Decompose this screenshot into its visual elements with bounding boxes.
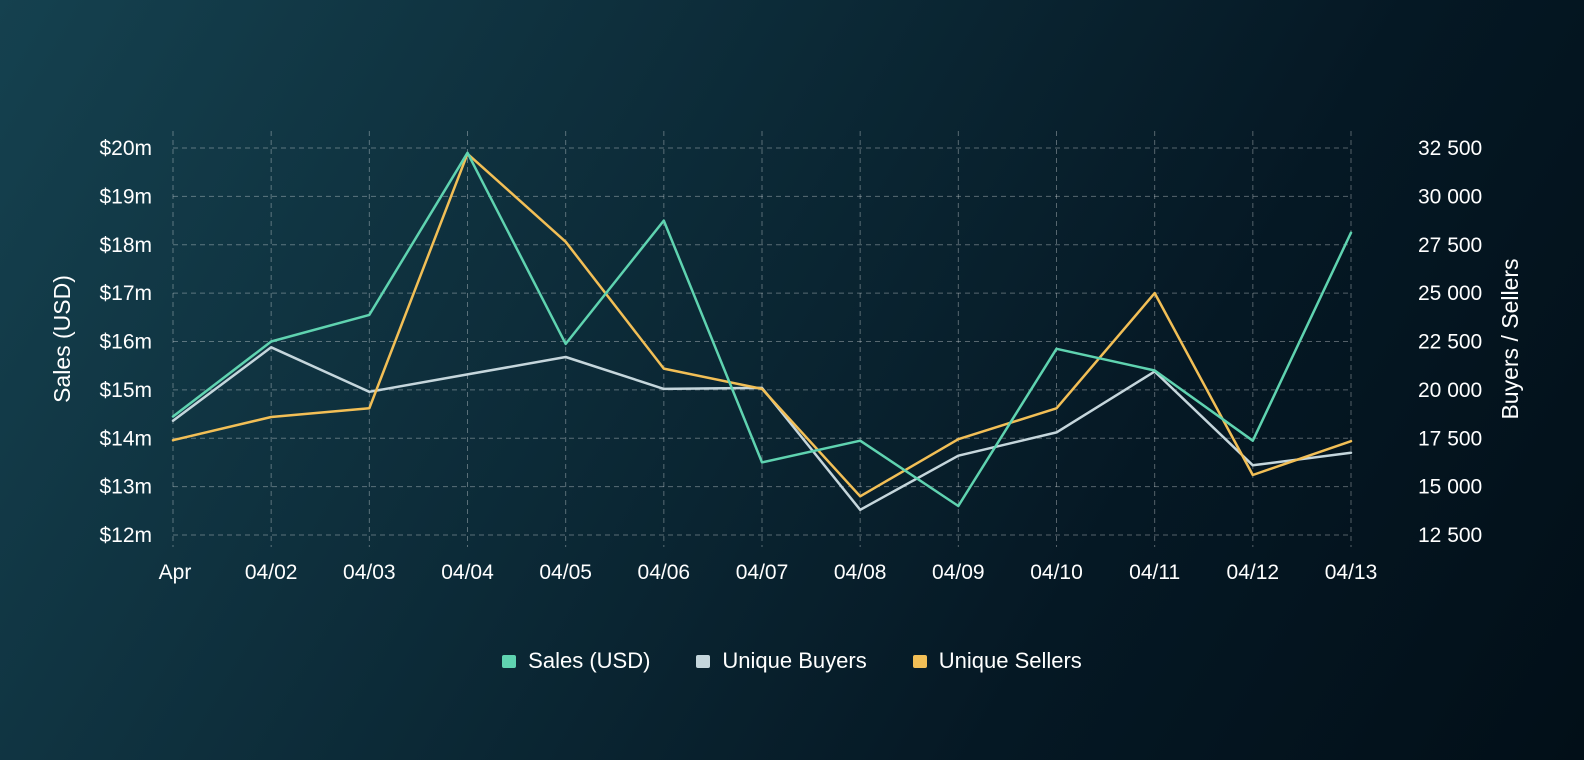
left-tick-label: $15m: [99, 379, 152, 402]
x-tick-label: 04/12: [1227, 561, 1280, 584]
x-tick-label: 04/02: [245, 561, 298, 584]
legend-swatch: [502, 654, 517, 668]
left-tick-label: $18m: [99, 234, 152, 257]
legend-swatch: [912, 654, 927, 668]
legend-label: Sales (USD): [528, 648, 651, 673]
right-tick-label: 20 000: [1418, 379, 1482, 402]
grid-lines: [172, 131, 1352, 547]
legend-item[interactable]: Unique Sellers: [912, 648, 1082, 674]
x-tick-label: 04/10: [1030, 561, 1083, 584]
x-tick-label: Apr: [159, 561, 192, 584]
x-tick-label: 04/11: [1129, 561, 1180, 584]
x-tick-label: 04/05: [539, 561, 592, 584]
series-line-sales-usd: [171, 151, 1353, 508]
left-axis-title: Sales (USD): [49, 275, 75, 403]
right-axis-ticks: 12 500 15 000 17 500 20 000 22 500 25 000 27 5…: [1418, 137, 1482, 547]
x-tick-label: 04/06: [638, 561, 691, 584]
x-tick-label: 04/13: [1325, 561, 1378, 584]
left-tick-label: $16m: [99, 331, 152, 354]
legend-item[interactable]: Unique Buyers: [696, 648, 867, 674]
x-tick-label: 04/09: [932, 561, 985, 584]
left-tick-label: $13m: [99, 476, 152, 499]
left-tick-label: $20m: [99, 137, 152, 160]
legend-swatch: [696, 654, 711, 668]
left-axis-ticks: $12m $13m $14m $15m $16m $17m $18m $19m $20m: [99, 137, 152, 547]
right-tick-label: 25 000: [1418, 282, 1482, 305]
x-tick-label: 04/07: [736, 561, 789, 584]
x-tick-label: 04/04: [441, 561, 494, 584]
left-tick-label: $19m: [99, 185, 152, 208]
right-tick-label: 15 000: [1418, 476, 1482, 499]
chart-legend: Sales (USD) Unique Buyers Unique Sellers: [0, 648, 1584, 674]
x-tick-label: 04/08: [834, 561, 887, 584]
line-chart: $12m $13m $14m $15m $16m $17m $18m $19m $20m 12 …: [49, 131, 1523, 584]
right-tick-label: 17 500: [1418, 427, 1482, 450]
right-tick-label: 12 500: [1418, 524, 1482, 547]
left-tick-label: $14m: [99, 427, 152, 450]
series-lines: [171, 151, 1353, 512]
x-axis-ticks: Apr 04/02 04/03 04/04 04/05 04/06 04/07 04/08 04…: [159, 561, 1378, 584]
legend-item[interactable]: Sales (USD): [502, 648, 650, 674]
right-tick-label: 32 500: [1418, 137, 1482, 160]
right-axis-title: Buyers / Sellers: [1497, 258, 1523, 419]
right-tick-label: 22 500: [1418, 331, 1482, 354]
right-tick-label: 27 500: [1418, 234, 1482, 257]
legend-label: Unique Buyers: [722, 648, 867, 673]
legend-label: Unique Sellers: [938, 648, 1082, 673]
left-tick-label: $17m: [99, 282, 152, 305]
right-tick-label: 30 000: [1418, 185, 1482, 208]
left-tick-label: $12m: [99, 524, 152, 547]
series-line-unique-sellers: [171, 152, 1353, 498]
x-tick-label: 04/03: [343, 561, 396, 584]
